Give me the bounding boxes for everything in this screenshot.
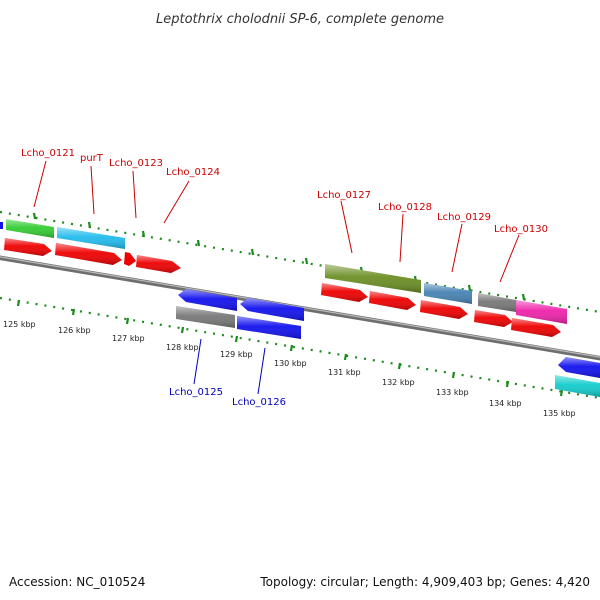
gene-bar	[0, 222, 3, 229]
gene-labels: Lcho_0121 purT Lcho_0123 Lcho_0124 Lcho_…	[21, 148, 548, 408]
tick-label: 134 kbp	[489, 399, 522, 408]
gene-label: purT	[80, 153, 104, 164]
gene-label: Lcho_0127	[317, 190, 371, 201]
genome-backbone-highlight	[0, 256, 600, 358]
topology-text: Topology: circular; Length: 4,909,403 bp…	[259, 575, 590, 589]
gene-label: Lcho_0126	[232, 397, 286, 408]
tick-label: 132 kbp	[382, 378, 415, 387]
tick-label: 125 kbp	[3, 320, 36, 329]
lower-major-ticks	[16, 299, 564, 397]
cds-arrow	[124, 252, 136, 266]
gene-label: Lcho_0123	[109, 158, 163, 169]
gene-label: Lcho_0128	[378, 202, 432, 213]
reverse-gene-features	[0, 222, 600, 397]
gene-label: Lcho_0130	[494, 224, 548, 235]
tick-label: 126 kbp	[58, 326, 91, 335]
tick-label: 130 kbp	[274, 359, 307, 368]
tick-label: 135 kbp	[543, 409, 576, 418]
label-leaders	[33, 160, 520, 395]
map-title: Leptothrix cholodnii SP-6, complete geno…	[156, 12, 444, 27]
tick-labels: 125 kbp 126 kbp 127 kbp 128 kbp 129 kbp …	[3, 320, 576, 418]
tick-label: 133 kbp	[436, 388, 469, 397]
gene-label: Lcho_0124	[166, 167, 220, 178]
tick-label: 131 kbp	[328, 368, 361, 377]
gene-label: Lcho_0129	[437, 212, 491, 223]
upper-major-ticks	[32, 212, 526, 301]
gene-label: Lcho_0125	[169, 387, 223, 398]
tick-label: 127 kbp	[112, 334, 145, 343]
forward-gene-bars	[6, 219, 567, 324]
forward-cds-arrows	[4, 238, 561, 337]
accession-text: Accession: NC_010524	[9, 575, 145, 589]
tick-label: 129 kbp	[220, 350, 253, 359]
tick-label: 128 kbp	[166, 343, 199, 352]
gene-label: Lcho_0121	[21, 148, 75, 159]
